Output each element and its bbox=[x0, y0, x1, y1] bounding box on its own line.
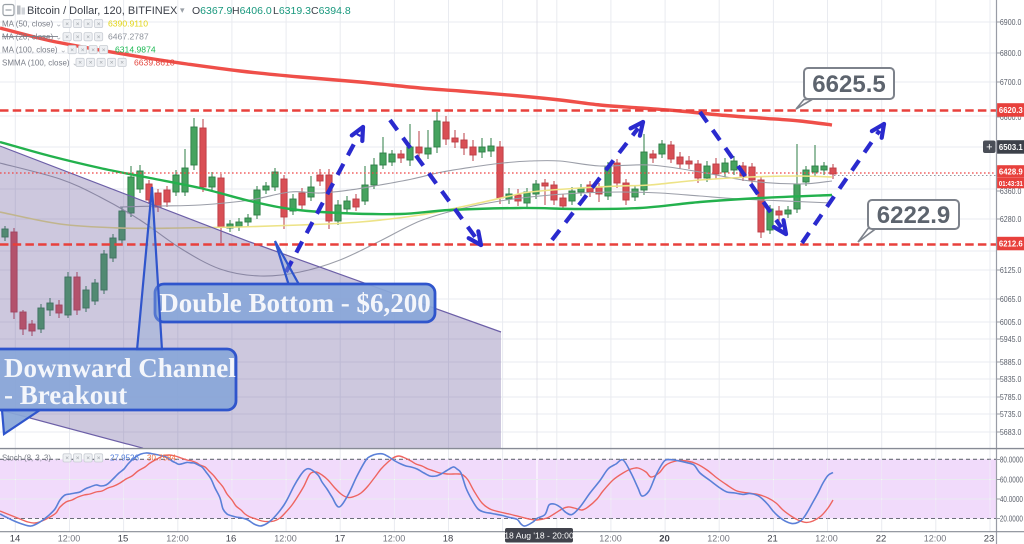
svg-text:6428.9: 6428.9 bbox=[999, 167, 1023, 177]
svg-text:6639.8618: 6639.8618 bbox=[134, 57, 175, 67]
svg-text:×: × bbox=[97, 455, 101, 462]
svg-text:18: 18 bbox=[443, 534, 454, 544]
svg-text:6600.0: 6600.0 bbox=[1000, 113, 1022, 122]
svg-text:16: 16 bbox=[226, 534, 237, 544]
svg-text:5735.0: 5735.0 bbox=[1000, 410, 1022, 419]
svg-text:MA (100, close) ⌄: MA (100, close) ⌄ bbox=[2, 46, 67, 55]
svg-text:5885.0: 5885.0 bbox=[1000, 358, 1022, 367]
svg-text:6625.5: 6625.5 bbox=[812, 71, 885, 98]
svg-text:5785.0: 5785.0 bbox=[1000, 393, 1022, 402]
svg-text:27.9526: 27.9526 bbox=[110, 454, 139, 463]
svg-text:22: 22 bbox=[876, 534, 887, 544]
svg-text:×: × bbox=[86, 455, 90, 462]
svg-text:MA (20, close) ⌄: MA (20, close) ⌄ bbox=[2, 33, 62, 42]
svg-text:- Breakout: - Breakout bbox=[4, 380, 127, 410]
svg-text:×: × bbox=[86, 21, 90, 28]
svg-text:SMMA (100, close) ⌄: SMMA (100, close) ⌄ bbox=[2, 58, 79, 67]
svg-text:×: × bbox=[89, 60, 93, 67]
svg-text:×: × bbox=[65, 21, 69, 28]
svg-text:▾: ▾ bbox=[180, 5, 185, 15]
svg-text:30.7584: 30.7584 bbox=[147, 454, 176, 463]
svg-text:20.0000: 20.0000 bbox=[1000, 514, 1024, 523]
svg-text:5835.0: 5835.0 bbox=[1000, 375, 1022, 384]
svg-text:×: × bbox=[81, 47, 85, 54]
svg-text:MA (50, close) ⌄: MA (50, close) ⌄ bbox=[2, 19, 62, 28]
svg-text:×: × bbox=[65, 455, 69, 462]
svg-text:12:00: 12:00 bbox=[707, 534, 730, 544]
svg-text:60.0000: 60.0000 bbox=[1000, 475, 1024, 484]
svg-text:×: × bbox=[110, 60, 114, 67]
svg-text:6620.3: 6620.3 bbox=[999, 105, 1023, 115]
svg-text:6467.2787: 6467.2787 bbox=[108, 32, 149, 42]
svg-text:6125.0: 6125.0 bbox=[1000, 266, 1022, 275]
svg-text:12:00: 12:00 bbox=[924, 534, 947, 544]
svg-text:23: 23 bbox=[984, 534, 995, 544]
svg-text:12:00: 12:00 bbox=[166, 534, 189, 544]
svg-text:C6394.8: C6394.8 bbox=[311, 5, 351, 17]
svg-text:Stoch (8, 3, 3) ⌄: Stoch (8, 3, 3) ⌄ bbox=[2, 454, 60, 463]
svg-text:H6406.0: H6406.0 bbox=[232, 5, 272, 17]
svg-text:6800.0: 6800.0 bbox=[1000, 49, 1022, 58]
svg-text:6314.9874: 6314.9874 bbox=[115, 45, 156, 55]
svg-text:6222.9: 6222.9 bbox=[877, 202, 950, 229]
svg-text:×: × bbox=[97, 21, 101, 28]
svg-text:6390.9110: 6390.9110 bbox=[108, 18, 148, 28]
svg-text:×: × bbox=[65, 34, 69, 41]
svg-text:Bitcoin / Dollar, 120, BITFINE: Bitcoin / Dollar, 120, BITFINEX bbox=[27, 5, 178, 17]
svg-text:+: + bbox=[986, 141, 992, 153]
svg-text:O6367.9: O6367.9 bbox=[192, 5, 232, 17]
svg-text:6900.0: 6900.0 bbox=[1000, 18, 1022, 27]
svg-text:18 Aug '18 - 20:00: 18 Aug '18 - 20:00 bbox=[504, 531, 574, 541]
svg-text:14: 14 bbox=[10, 534, 21, 544]
svg-text:×: × bbox=[70, 47, 74, 54]
svg-text:12:00: 12:00 bbox=[383, 534, 406, 544]
svg-text:6212.6: 6212.6 bbox=[999, 239, 1023, 249]
svg-text:6503.1: 6503.1 bbox=[999, 142, 1023, 152]
svg-text:12:00: 12:00 bbox=[58, 534, 81, 544]
svg-text:21: 21 bbox=[767, 534, 778, 544]
svg-text:×: × bbox=[102, 47, 106, 54]
svg-text:6005.0: 6005.0 bbox=[1000, 318, 1022, 327]
svg-text:6360.0: 6360.0 bbox=[1000, 187, 1022, 196]
svg-text:6280.0: 6280.0 bbox=[1000, 215, 1022, 224]
svg-text:×: × bbox=[76, 455, 80, 462]
svg-text:×: × bbox=[76, 21, 80, 28]
svg-text:Double Bottom - $6,200: Double Bottom - $6,200 bbox=[159, 288, 431, 318]
svg-text:5945.0: 5945.0 bbox=[1000, 335, 1022, 344]
svg-text:×: × bbox=[120, 60, 124, 67]
svg-text:80.0000: 80.0000 bbox=[1000, 455, 1024, 464]
svg-text:×: × bbox=[78, 60, 82, 67]
svg-text:01:43:31: 01:43:31 bbox=[999, 179, 1024, 188]
svg-text:40.0000: 40.0000 bbox=[1000, 495, 1024, 504]
svg-text:15: 15 bbox=[118, 534, 129, 544]
svg-text:20: 20 bbox=[659, 534, 670, 544]
svg-text:6700.0: 6700.0 bbox=[1000, 78, 1022, 87]
svg-text:12:00: 12:00 bbox=[815, 534, 838, 544]
svg-text:×: × bbox=[91, 47, 95, 54]
svg-text:×: × bbox=[76, 34, 80, 41]
svg-text:×: × bbox=[97, 34, 101, 41]
svg-text:×: × bbox=[99, 60, 103, 67]
svg-text:×: × bbox=[86, 34, 90, 41]
svg-text:12:00: 12:00 bbox=[274, 534, 297, 544]
svg-text:6065.0: 6065.0 bbox=[1000, 295, 1022, 304]
svg-text:17: 17 bbox=[335, 534, 346, 544]
svg-text:L6319.3: L6319.3 bbox=[273, 5, 311, 17]
svg-text:5683.0: 5683.0 bbox=[1000, 428, 1022, 437]
svg-text:Downward Channel: Downward Channel bbox=[4, 353, 236, 383]
svg-text:12:00: 12:00 bbox=[599, 534, 622, 544]
